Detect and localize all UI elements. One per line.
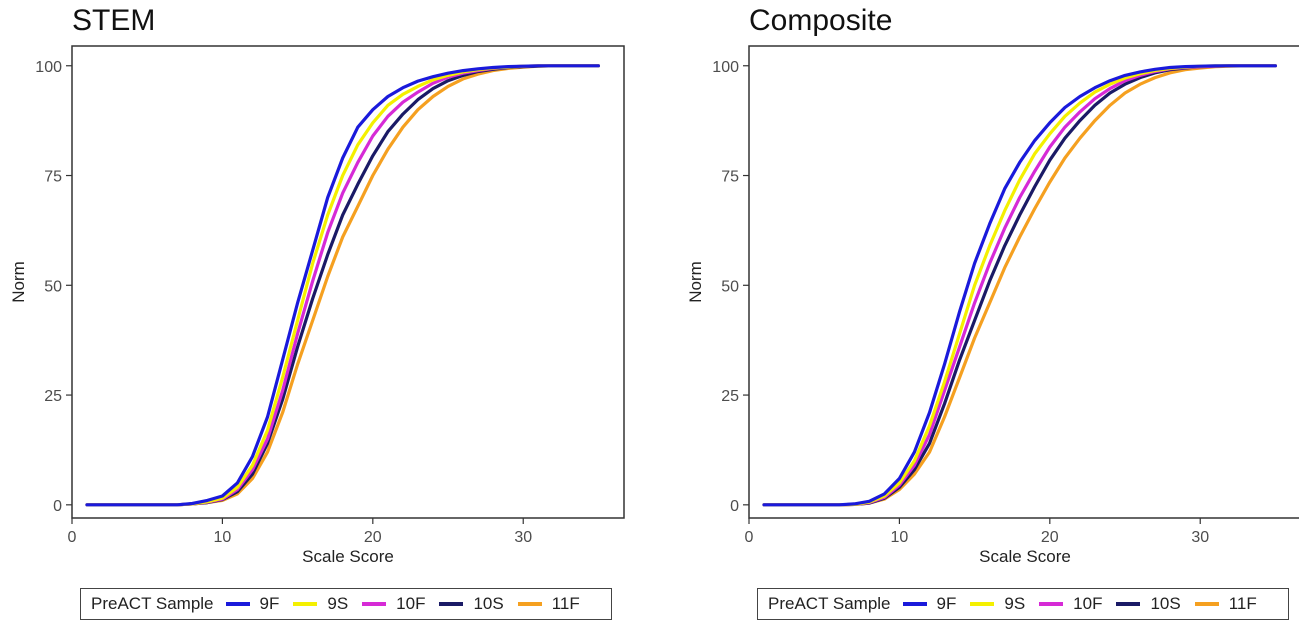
legend-label: 10F (1073, 594, 1103, 613)
x-tick-label: 30 (514, 529, 532, 546)
legend-item-11f: 11F (517, 594, 580, 614)
y-tick-label: 100 (712, 59, 739, 76)
legend-swatch (970, 602, 995, 606)
legend-swatch (293, 602, 318, 606)
series-line-9f (85, 64, 600, 507)
legend-label: 10S (1150, 594, 1181, 613)
legend-label: 10F (396, 594, 426, 613)
legend-label: 9F (259, 594, 280, 613)
x-tick-label: 10 (891, 529, 909, 546)
legend-swatch (1039, 602, 1064, 606)
legend-label: 9S (327, 594, 349, 613)
x-tick-label: 0 (745, 529, 754, 546)
plot-frame (748, 45, 1299, 519)
legend-swatch (362, 602, 387, 606)
legend-item-9s: 9S (970, 594, 1025, 614)
legend-item-10s: 10S (439, 594, 504, 614)
x-tick-label: 10 (214, 529, 232, 546)
y-tick-label: 100 (35, 59, 62, 76)
y-tick-label: 50 (721, 278, 739, 295)
x-tick-label: 30 (1191, 529, 1209, 546)
y-tick-label: 0 (730, 498, 739, 515)
chart-panel-composite: Composite 0 25 50 75 100 0 10 20 30 Scale Score No… (677, 0, 1299, 621)
y-tick-label: 75 (721, 169, 739, 186)
y-tick-label: 75 (44, 169, 62, 186)
legend-title: PreACT Sample (768, 594, 891, 613)
y-axis-label: Norm (686, 261, 705, 303)
legend-item-9f: 9F (225, 594, 280, 614)
chart-panel-stem: STEM 0 25 50 75 100 0 10 20 30 Scale Score Norm Pr… (0, 0, 640, 621)
series-line-9f (762, 64, 1277, 507)
x-tick-label: 20 (364, 529, 382, 546)
x-axis-label: Scale Score (979, 547, 1071, 566)
legend-swatch (517, 602, 542, 606)
legend-item-10f: 10F (362, 594, 425, 614)
legend-item-9s: 9S (293, 594, 348, 614)
y-tick-label: 50 (44, 278, 62, 295)
legend: PreACT Sample 9F 9S 10F 10S 11F (757, 588, 1289, 620)
chart-title: Composite (749, 4, 893, 37)
x-tick-label: 0 (68, 529, 77, 546)
legend-swatch (902, 602, 927, 606)
legend-swatch (1194, 602, 1219, 606)
legend-label: 9S (1004, 594, 1026, 613)
legend-item-9f: 9F (902, 594, 957, 614)
y-axis-label: Norm (9, 261, 28, 303)
legend-label: 11F (1228, 594, 1257, 613)
y-tick-label: 25 (44, 388, 62, 405)
legend-label: 11F (551, 594, 580, 613)
legend-swatch (439, 602, 464, 606)
legend-label: 9F (936, 594, 957, 613)
legend-title: PreACT Sample (91, 594, 214, 613)
legend-label: 10S (473, 594, 504, 613)
x-tick-label: 20 (1041, 529, 1059, 546)
legend-swatch (1116, 602, 1141, 606)
legend: PreACT Sample 9F 9S 10F 10S 11F (80, 588, 612, 620)
y-tick-label: 25 (721, 388, 739, 405)
plot-svg: 0 25 50 75 100 0 10 20 30 Scale Score Norm (9, 45, 625, 566)
x-axis-label: Scale Score (302, 547, 394, 566)
y-tick-label: 0 (53, 498, 62, 515)
legend-item-11f: 11F (1194, 594, 1257, 614)
legend-item-10s: 10S (1116, 594, 1181, 614)
legend-swatch (225, 602, 250, 606)
chart-title: STEM (72, 4, 156, 37)
plot-frame (71, 45, 625, 519)
plot-svg: 0 25 50 75 100 0 10 20 30 Scale Score Norm (686, 45, 1299, 566)
legend-item-10f: 10F (1039, 594, 1102, 614)
